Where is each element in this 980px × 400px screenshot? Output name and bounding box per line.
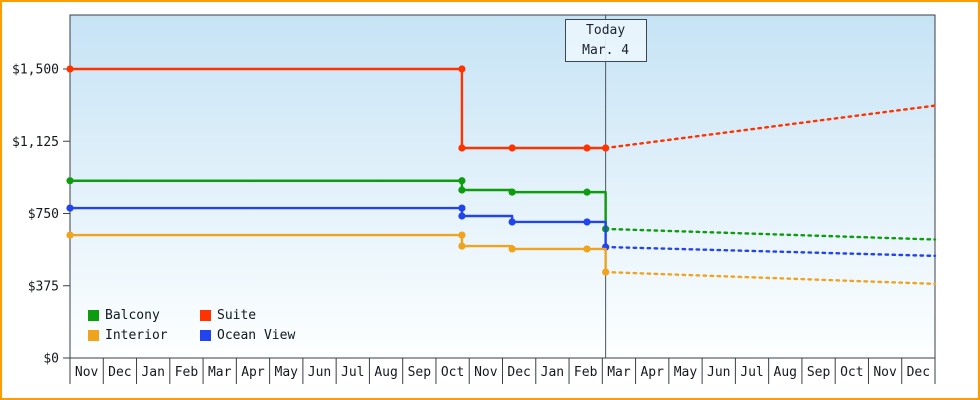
x-axis-month-label: Mar [208,365,232,380]
legend: Balcony Suite Interior Ocean View [88,308,295,343]
x-axis-month-label: Sep [408,365,432,380]
series-forecast-suite [604,104,937,150]
today-date: Mar. 4 [582,42,630,58]
x-axis-month-label: Apr [241,365,265,380]
series-marker-balcony [66,177,74,185]
series-line-suite [68,67,607,150]
x-axis-month-label: Oct [441,365,464,380]
legend-label: Interior [105,328,168,343]
x-axis-month-label: Nov [873,365,897,380]
x-axis-month-label: Nov [474,365,498,380]
legend-swatch-interior [88,330,99,341]
series-marker-balcony [458,177,466,185]
x-axis-month-label: Jun [308,365,331,380]
series-marker-interior [458,231,466,239]
today-annotation: Today Mar. 4 [564,19,647,62]
x-axis-month-label: Jan [541,365,564,380]
x-axis-month-label: Dec [507,365,530,380]
x-axis-month-label: Aug [374,365,397,380]
series-marker-interior [66,231,74,239]
x-axis-month-label: Dec [907,365,930,380]
series-marker-ocean-view [66,204,74,212]
y-axis-label: $1,500 [12,63,59,78]
legend-swatch-suite [200,310,211,321]
today-label: Today [586,23,626,38]
legend-swatch-ocean-view [200,330,211,341]
x-axis-month-label: Jun [707,365,730,380]
series-marker-suite [458,65,466,73]
series-marker-suite [66,65,74,73]
legend-item-interior: Interior [88,328,200,343]
series-marker-ocean-view [508,218,516,226]
x-axis-month-label: Apr [640,365,664,380]
legend-swatch-balcony [88,310,99,321]
x-axis-month-label: Nov [75,365,99,380]
legend-label: Ocean View [217,328,296,343]
y-axis-label: $1,125 [12,135,59,150]
legend-label: Balcony [105,308,160,323]
x-axis-month-label: May [674,365,698,380]
x-axis-month-label: Jul [341,365,364,380]
series-marker-balcony [458,186,466,194]
x-axis-month-label: Feb [574,365,598,380]
series-line-interior [68,233,607,274]
x-axis-month-label: Jul [740,365,763,380]
series-marker-interior [583,245,591,253]
series-forecast-ocean-view [604,245,937,258]
y-axis-label: $375 [28,279,59,294]
series-forecast-balcony [604,227,937,241]
legend-item-suite: Suite [200,308,295,323]
x-axis-month-label: Jan [141,365,164,380]
y-axis-label: $750 [28,207,59,222]
series-marker-ocean-view [458,212,466,220]
x-axis-month-label: Feb [175,365,199,380]
series-marker-balcony [583,188,591,196]
legend-label: Suite [217,308,257,323]
x-axis-month-label: Dec [108,365,131,380]
legend-item-ocean-view: Ocean View [200,328,295,343]
x-axis-month-label: Mar [607,365,631,380]
series-marker-ocean-view [583,218,591,226]
plot-background [70,15,935,358]
x-axis-month-label: Aug [774,365,797,380]
y-axis-label: $0 [43,352,59,367]
series-marker-interior [458,242,466,250]
series-line-ocean-view [68,206,607,249]
x-axis-month-label: Sep [807,365,831,380]
series-marker-balcony [508,188,516,196]
plot-border [69,14,936,359]
legend-item-balcony: Balcony [88,308,200,323]
series-marker-suite [508,144,516,152]
series-marker-ocean-view [458,204,466,212]
x-axis-month-label: Oct [840,365,863,380]
series-marker-suite [583,144,591,152]
series-marker-suite [602,144,610,152]
series-forecast-interior [604,270,937,286]
series-marker-interior [602,268,610,276]
x-axis-month-label: May [275,365,299,380]
series-marker-interior [508,245,516,253]
series-marker-suite [458,144,466,152]
